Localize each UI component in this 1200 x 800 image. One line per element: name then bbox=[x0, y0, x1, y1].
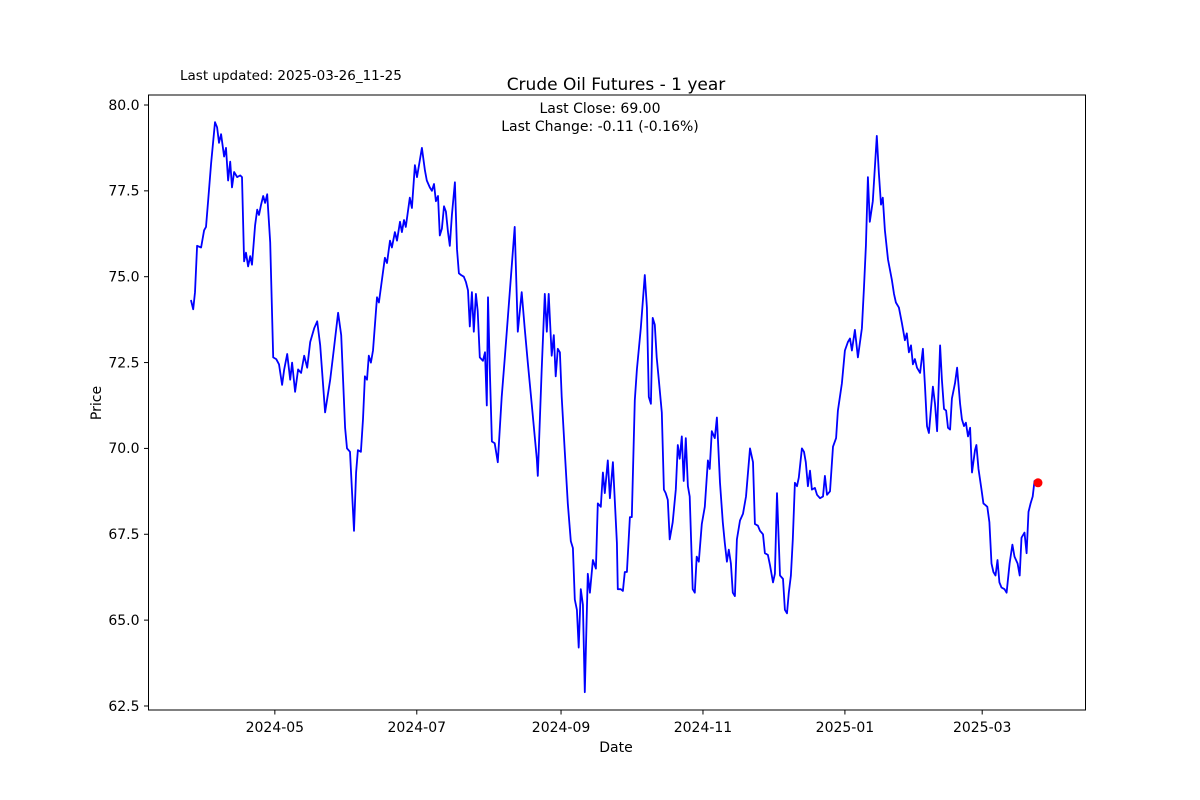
x-tick-label: 2024-07 bbox=[388, 720, 447, 736]
annotation-last-change: Last Change: -0.11 (-0.16%) bbox=[501, 119, 699, 135]
y-tick-label: 62.5 bbox=[108, 699, 139, 715]
y-tick-label: 67.5 bbox=[108, 527, 139, 543]
y-tick-label: 77.5 bbox=[108, 184, 139, 200]
x-tick-label: 2025-01 bbox=[816, 720, 875, 736]
price-line bbox=[190, 121, 1039, 694]
last-price-marker bbox=[1033, 478, 1043, 488]
x-tick-label: 2025-03 bbox=[953, 720, 1012, 736]
y-tick-label: 75.0 bbox=[108, 270, 139, 286]
x-tick-label: 2024-05 bbox=[246, 720, 305, 736]
last-updated-label: Last updated: 2025-03-26_11-25 bbox=[180, 68, 402, 84]
y-tick-label: 65.0 bbox=[108, 613, 139, 629]
annotation-last-close: Last Close: 69.00 bbox=[540, 101, 661, 117]
y-axis-label: Price bbox=[89, 386, 105, 420]
x-tick-label: 2024-09 bbox=[532, 720, 591, 736]
x-tick-label: 2024-11 bbox=[674, 720, 733, 736]
y-tick-label: 72.5 bbox=[108, 355, 139, 371]
x-axis-label: Date bbox=[599, 740, 632, 756]
chart-title: Crude Oil Futures - 1 year bbox=[507, 75, 726, 95]
y-axis-ticks: 80.0 77.5 75.0 72.5 70.0 67.5 65.0 62.5 bbox=[108, 98, 149, 715]
y-tick-label: 80.0 bbox=[108, 98, 139, 114]
x-axis-ticks: 2024-05 2024-07 2024-09 2024-11 2025-01 2025-… bbox=[246, 710, 1012, 736]
y-tick-label: 70.0 bbox=[108, 441, 139, 457]
plot-area bbox=[148, 94, 1086, 711]
